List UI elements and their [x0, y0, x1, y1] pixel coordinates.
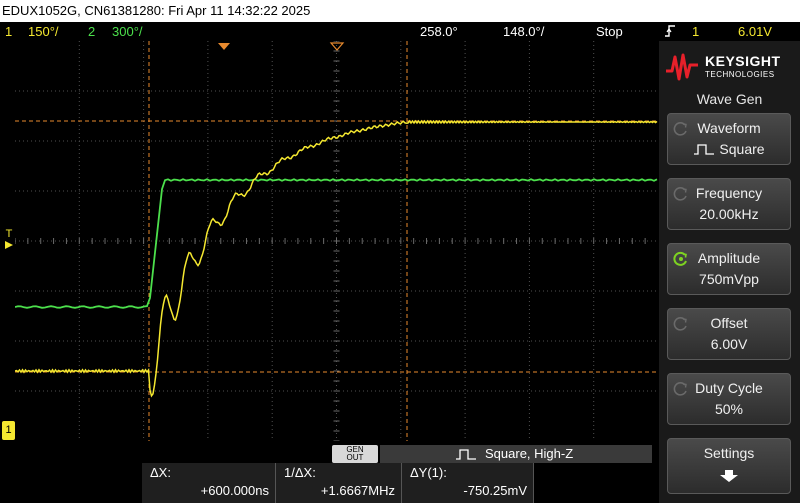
waveform-display[interactable]	[15, 41, 658, 441]
frequency-value: 20.00kHz	[699, 206, 759, 222]
menu-title: Wave Gen	[696, 91, 763, 107]
delta-x-value: +600.000ns	[200, 483, 269, 498]
gen-out-button[interactable]: GEN OUT	[332, 445, 378, 463]
ch1-trace	[15, 119, 658, 398]
inverse-delta-x-value: +1.6667MHz	[320, 483, 395, 498]
window-title: EDUX1052G, CN61381280: Fri Apr 11 14:32:…	[2, 3, 311, 18]
softkey-panel: KEYSIGHT TECHNOLOGIES Wave Gen Waveform …	[659, 41, 800, 503]
delta-y-measurement: ΔY(1): -750.25mV	[402, 463, 534, 503]
keysight-logo: KEYSIGHT TECHNOLOGIES	[665, 49, 795, 89]
run-state[interactable]: Stop	[596, 24, 623, 39]
ch1-number[interactable]: 1	[5, 24, 13, 39]
trigger-level-marker[interactable]: T	[3, 229, 15, 251]
waveform-value: Square	[719, 141, 765, 157]
duty-cycle-label: Duty Cycle	[695, 380, 763, 396]
entry-knob-icon	[673, 382, 687, 396]
trigger-delay-marker[interactable]	[218, 43, 230, 50]
settings-label: Settings	[703, 445, 755, 461]
entry-knob-icon	[673, 122, 687, 136]
brand-subname: TECHNOLOGIES	[705, 70, 775, 79]
cursor-lines	[15, 41, 658, 441]
square-wave-icon	[456, 449, 476, 460]
arrow-down-icon	[720, 470, 738, 482]
timebase-delay[interactable]: 258.0°	[420, 24, 458, 39]
ch2-number[interactable]: 2	[88, 24, 96, 39]
delta-y-value: -750.25mV	[463, 483, 527, 498]
offset-label: Offset	[710, 315, 748, 331]
amplitude-label: Amplitude	[697, 250, 761, 266]
frequency-softkey[interactable]: Frequency 20.00kHz	[667, 178, 791, 230]
amplitude-softkey[interactable]: Amplitude 750mVpp	[667, 243, 791, 295]
title-bar: EDUX1052G, CN61381280: Fri Apr 11 14:32:…	[0, 0, 800, 22]
duty-cycle-softkey[interactable]: Duty Cycle 50%	[667, 373, 791, 425]
graticule-ticks	[15, 41, 646, 441]
entry-knob-active-icon	[673, 251, 687, 266]
ch1-scale[interactable]: 150°/	[28, 24, 59, 39]
status-bar: 1 150°/ 2 300°/ 258.0° 148.0°/ Stop 1 6.…	[0, 22, 800, 41]
wavegen-status: Square, High-Z	[380, 445, 652, 463]
inverse-delta-x-label: 1/ΔX:	[284, 465, 316, 480]
frequency-label: Frequency	[695, 185, 763, 201]
waveform-label: Waveform	[697, 120, 761, 136]
square-wave-icon	[694, 144, 715, 155]
amplitude-value: 750mVpp	[699, 271, 759, 287]
center-time-marker	[329, 42, 345, 51]
keysight-wave-logo-icon	[666, 53, 698, 81]
entry-knob-icon	[673, 317, 687, 331]
inverse-delta-x-measurement: 1/ΔX: +1.6667MHz	[276, 463, 402, 503]
ch2-trace	[15, 178, 658, 309]
waveform-softkey[interactable]: Waveform Square	[667, 113, 791, 165]
trigger-rising-edge-icon	[664, 23, 676, 42]
trigger-channel: 1	[692, 24, 700, 39]
trigger-level[interactable]: 6.01V	[738, 24, 772, 39]
ch2-scale[interactable]: 300°/	[112, 24, 143, 39]
delta-x-measurement: ΔX: +600.000ns	[142, 463, 276, 503]
settings-softkey[interactable]: Settings	[667, 438, 791, 494]
delta-y-label: ΔY(1):	[410, 465, 447, 480]
duty-cycle-value: 50%	[714, 401, 744, 417]
entry-knob-icon	[673, 187, 687, 201]
delta-x-label: ΔX:	[150, 465, 171, 480]
ch1-ground-marker[interactable]: 1	[2, 421, 15, 440]
wavegen-status-text: Square, High-Z	[485, 446, 574, 461]
offset-value: 6.00V	[710, 336, 748, 352]
gen-out-line2: OUT	[346, 453, 364, 462]
offset-softkey[interactable]: Offset 6.00V	[667, 308, 791, 360]
timebase-scale[interactable]: 148.0°/	[503, 24, 545, 39]
bottom-bar: GEN OUT Square, High-Z ΔX: +600.000ns 1/…	[0, 441, 659, 503]
brand-name: KEYSIGHT	[705, 53, 781, 69]
gen-out-line1: GEN	[346, 445, 364, 454]
